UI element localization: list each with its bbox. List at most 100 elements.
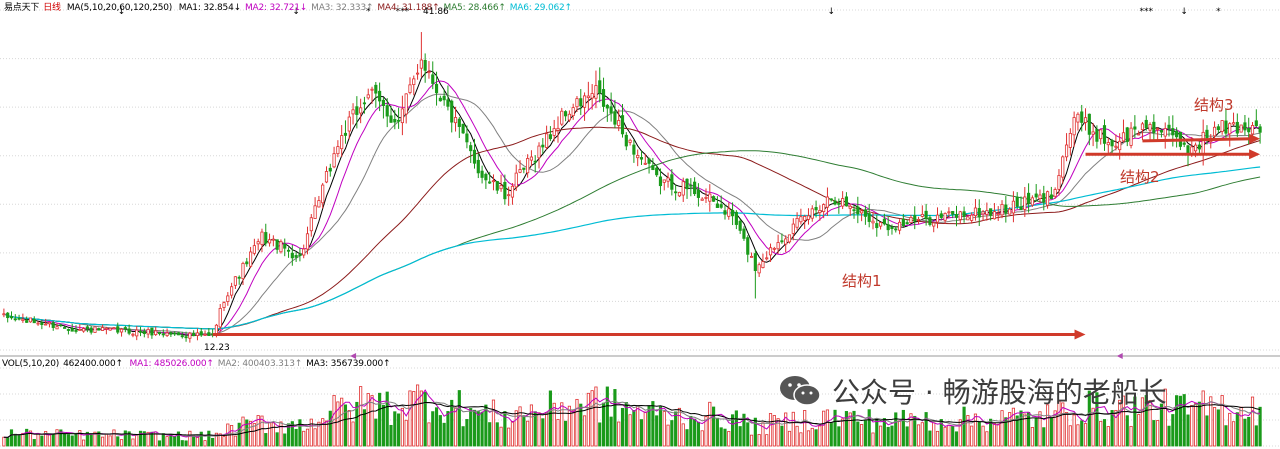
candle-body — [408, 84, 412, 93]
volume-bar — [677, 407, 682, 447]
volume-bar — [1045, 404, 1050, 447]
candle-body — [924, 210, 928, 220]
volume-bar — [992, 423, 997, 447]
signal-marker: ↓ — [1180, 7, 1188, 17]
volume-bar — [909, 413, 913, 447]
volume-bar — [503, 411, 507, 447]
volume-bar — [36, 433, 40, 447]
candle-body — [1110, 140, 1114, 147]
candle-body — [1068, 133, 1072, 148]
volume-bar — [472, 409, 477, 447]
volume-bar — [461, 426, 465, 447]
volume-bar — [374, 418, 378, 447]
volume-bar — [2, 436, 6, 447]
candle-body — [123, 327, 127, 330]
candle-body — [305, 233, 310, 250]
volume-bar — [44, 431, 48, 447]
candle-body — [378, 90, 382, 102]
volume-bar — [970, 425, 974, 447]
volume-bar — [165, 436, 169, 447]
candle-body — [290, 252, 294, 259]
volume-bar — [825, 409, 830, 447]
candle-body — [1004, 204, 1008, 214]
volume-bar — [829, 422, 833, 447]
volume-bar — [571, 410, 575, 447]
volume-bar — [545, 412, 549, 447]
candle-body — [283, 243, 287, 249]
high-price-label: 41.86 — [423, 7, 449, 17]
volume-ma-line-2 — [3, 400, 1261, 438]
low-price-label: 12.23 — [204, 343, 230, 353]
ma-line-5 — [3, 150, 1261, 330]
volume-bar — [882, 418, 886, 447]
main-legend-ma-5: MA5: 28.466↑ — [443, 3, 506, 13]
candle-body — [108, 327, 112, 331]
volume-bars — [2, 384, 1262, 447]
candle-body — [803, 216, 807, 221]
volume-bar — [450, 399, 454, 447]
candle-body — [488, 181, 492, 184]
volume-legend-ma-3: MA3: 356739.000↑ — [306, 359, 391, 369]
candle-body — [992, 211, 997, 220]
candle-body — [875, 223, 879, 229]
candle-body — [632, 144, 636, 155]
candle-body — [1243, 122, 1247, 131]
volume-bar — [32, 439, 36, 447]
candle-body — [351, 109, 355, 115]
signal-marker: ↓ — [827, 7, 835, 17]
ma-line-4 — [3, 126, 1261, 330]
candle-body — [1011, 200, 1015, 214]
volume-bar — [362, 409, 367, 447]
candle-body — [1053, 189, 1057, 197]
candle-body — [438, 97, 442, 102]
candle-body — [674, 191, 678, 194]
volume-bar — [548, 390, 552, 447]
candle-body — [25, 320, 29, 323]
candle-body — [85, 326, 89, 330]
candle-body — [233, 276, 237, 286]
candle-body — [651, 165, 655, 171]
candle-body — [100, 327, 105, 331]
candle-body — [594, 85, 598, 99]
candle-body — [119, 328, 124, 333]
volume-bar — [82, 439, 86, 447]
volume-bar — [526, 420, 530, 447]
candle-body — [962, 211, 966, 217]
candle-body — [537, 145, 541, 159]
candle-body — [226, 295, 230, 302]
candle-body — [6, 312, 10, 319]
candle-body — [355, 106, 359, 115]
candle-body — [1247, 128, 1251, 133]
volume-bar — [916, 424, 921, 447]
volume-bar — [734, 410, 738, 447]
volume-bar — [176, 431, 181, 447]
candle-body — [867, 213, 871, 222]
volume-bar — [962, 406, 966, 447]
ma-line-1 — [3, 70, 1261, 337]
trend-arrows — [212, 133, 1261, 340]
candle-body — [446, 99, 450, 107]
candle-body — [954, 214, 959, 218]
candle-body — [567, 113, 571, 121]
candle-body — [1114, 145, 1118, 148]
volume-bar — [1129, 425, 1133, 447]
candle-body — [643, 162, 647, 165]
volume-bar — [1099, 420, 1103, 447]
volume-bar — [1083, 423, 1088, 447]
volume-bar — [1087, 390, 1091, 447]
volume-bar — [586, 392, 590, 447]
volume-bar — [567, 405, 571, 447]
candle-body — [996, 213, 1000, 216]
signal-marker: *** — [1139, 7, 1153, 17]
volume-bar — [184, 440, 188, 447]
volume-bar — [939, 419, 943, 447]
volume-bar — [267, 422, 272, 447]
volume-bar — [856, 421, 860, 447]
volume-bar — [116, 436, 120, 447]
candle-body — [154, 330, 158, 335]
volume-bar — [1239, 406, 1243, 447]
candle-body — [833, 200, 837, 205]
candle-body — [17, 317, 21, 320]
volume-bar — [1030, 427, 1034, 447]
volume-bar — [1197, 401, 1201, 447]
